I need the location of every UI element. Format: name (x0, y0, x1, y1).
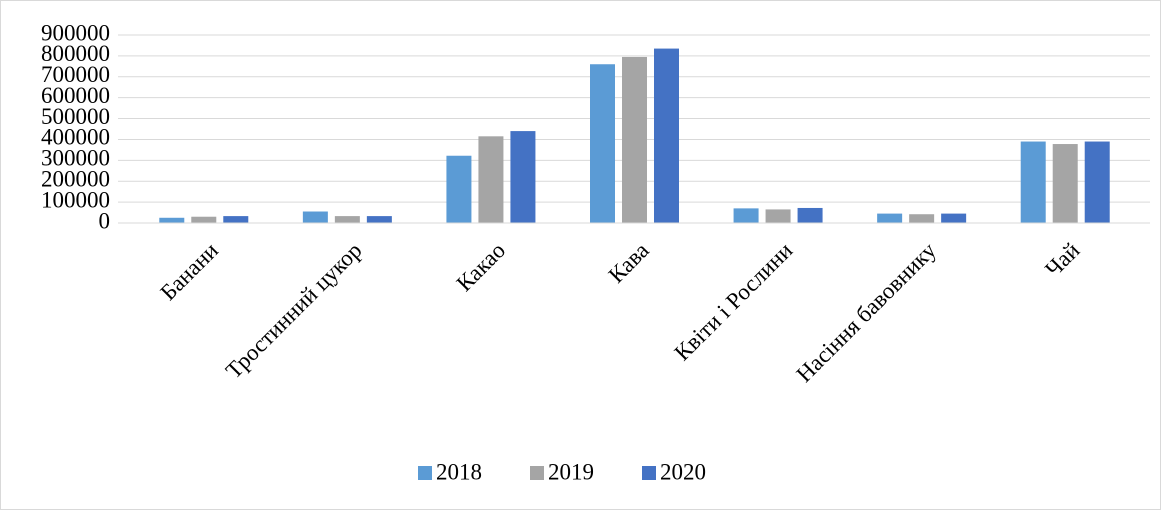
y-tick-label: 500000 (41, 104, 110, 129)
y-tick-label: 700000 (41, 62, 110, 87)
y-tick-label: 400000 (41, 125, 110, 150)
legend-label: 2018 (436, 459, 482, 484)
bar (941, 213, 967, 223)
bar (733, 208, 759, 223)
bar (590, 64, 615, 223)
y-tick-label: 300000 (41, 146, 110, 171)
legend-label: 2020 (660, 459, 706, 484)
y-tick-label: 200000 (41, 167, 110, 192)
bar (1084, 141, 1110, 223)
legend-swatch (530, 466, 544, 480)
legend-label: 2019 (548, 459, 594, 484)
bar (159, 217, 185, 223)
bar (302, 211, 328, 223)
bar (909, 214, 935, 223)
bar (797, 207, 823, 223)
bar (446, 155, 472, 223)
bar (223, 216, 249, 223)
bar (622, 56, 647, 223)
y-tick-label: 900000 (41, 20, 110, 45)
legend-swatch (418, 466, 432, 480)
y-tick-label: 0 (99, 208, 111, 233)
bar (1052, 144, 1078, 223)
bar (334, 216, 360, 223)
bar (1020, 141, 1046, 223)
y-tick-label: 800000 (41, 41, 110, 66)
y-tick-label: 600000 (41, 83, 110, 108)
y-tick-label: 100000 (41, 187, 110, 212)
bar (765, 209, 791, 223)
legend-swatch (642, 466, 656, 480)
bar (366, 216, 392, 223)
bar (877, 213, 903, 223)
bar (654, 48, 679, 224)
bar (510, 131, 536, 223)
bar (191, 216, 217, 223)
bar (478, 136, 504, 223)
